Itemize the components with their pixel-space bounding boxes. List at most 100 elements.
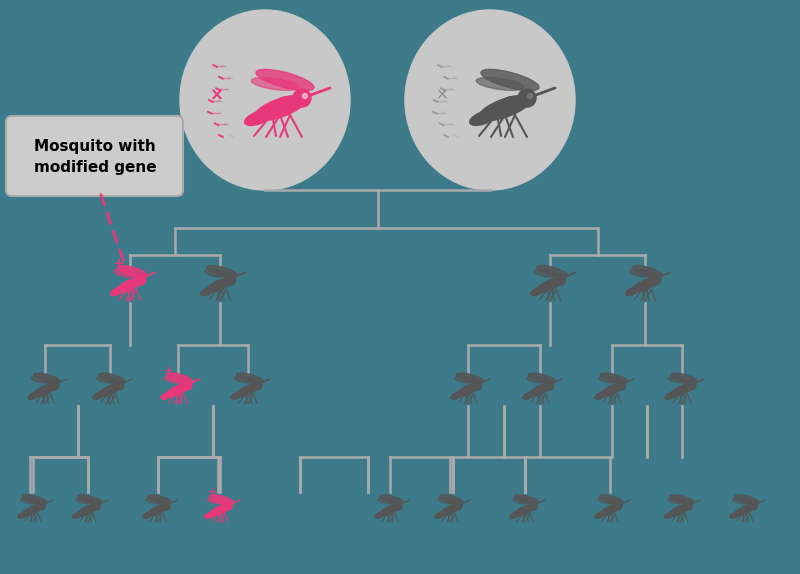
Ellipse shape	[451, 392, 463, 399]
Ellipse shape	[166, 383, 190, 397]
Ellipse shape	[530, 287, 544, 296]
Ellipse shape	[595, 392, 607, 399]
Ellipse shape	[528, 383, 552, 397]
Ellipse shape	[514, 495, 538, 504]
Ellipse shape	[210, 495, 234, 504]
Circle shape	[37, 502, 46, 510]
Ellipse shape	[514, 504, 535, 516]
Ellipse shape	[180, 10, 350, 190]
Ellipse shape	[595, 511, 606, 518]
Ellipse shape	[76, 498, 94, 504]
Ellipse shape	[237, 373, 263, 383]
Ellipse shape	[146, 498, 164, 504]
Ellipse shape	[375, 511, 386, 518]
Ellipse shape	[626, 287, 639, 296]
Circle shape	[617, 381, 626, 390]
Ellipse shape	[206, 277, 234, 293]
Ellipse shape	[733, 498, 750, 504]
Ellipse shape	[251, 77, 298, 90]
Text: Mosquito with
modified gene: Mosquito with modified gene	[34, 139, 156, 175]
Ellipse shape	[78, 504, 98, 516]
Circle shape	[135, 274, 146, 285]
Ellipse shape	[205, 511, 215, 518]
Ellipse shape	[208, 498, 226, 504]
Ellipse shape	[513, 498, 530, 504]
Ellipse shape	[600, 495, 623, 504]
Ellipse shape	[148, 495, 171, 504]
Ellipse shape	[117, 266, 147, 277]
Circle shape	[454, 502, 462, 510]
Ellipse shape	[435, 511, 446, 518]
Ellipse shape	[670, 495, 694, 504]
Ellipse shape	[201, 287, 214, 296]
Ellipse shape	[378, 498, 396, 504]
Ellipse shape	[500, 96, 520, 111]
Ellipse shape	[537, 277, 563, 293]
Ellipse shape	[254, 95, 306, 121]
Ellipse shape	[31, 377, 51, 383]
Ellipse shape	[205, 270, 227, 277]
Ellipse shape	[734, 504, 755, 516]
Circle shape	[545, 381, 554, 390]
Ellipse shape	[245, 111, 271, 125]
Ellipse shape	[147, 504, 169, 516]
Text: ×: ×	[210, 86, 224, 104]
Ellipse shape	[96, 377, 116, 383]
Ellipse shape	[470, 111, 496, 125]
Ellipse shape	[73, 511, 83, 518]
Text: ×: ×	[436, 87, 448, 103]
Ellipse shape	[161, 392, 173, 399]
Circle shape	[92, 502, 100, 510]
Ellipse shape	[275, 96, 294, 111]
Ellipse shape	[631, 277, 658, 293]
Circle shape	[226, 274, 236, 285]
Ellipse shape	[523, 392, 535, 399]
Text: +: +	[208, 487, 217, 497]
Ellipse shape	[670, 373, 698, 383]
Ellipse shape	[632, 266, 662, 277]
Ellipse shape	[34, 373, 60, 383]
Text: +: +	[114, 257, 125, 270]
Circle shape	[182, 381, 192, 390]
Ellipse shape	[734, 495, 758, 504]
Ellipse shape	[439, 504, 461, 516]
Circle shape	[529, 502, 538, 510]
Ellipse shape	[600, 383, 624, 397]
Circle shape	[473, 381, 482, 390]
Ellipse shape	[670, 504, 690, 516]
Ellipse shape	[380, 495, 403, 504]
Ellipse shape	[665, 511, 675, 518]
Ellipse shape	[598, 377, 618, 383]
Circle shape	[114, 381, 124, 390]
Ellipse shape	[207, 266, 238, 277]
Ellipse shape	[438, 498, 456, 504]
Ellipse shape	[114, 270, 137, 277]
Ellipse shape	[730, 511, 741, 518]
FancyBboxPatch shape	[6, 116, 183, 196]
Circle shape	[224, 502, 232, 510]
Ellipse shape	[670, 383, 694, 397]
Ellipse shape	[166, 373, 194, 383]
Circle shape	[686, 381, 696, 390]
Circle shape	[253, 381, 262, 390]
Circle shape	[293, 89, 311, 107]
Ellipse shape	[481, 69, 539, 91]
Ellipse shape	[456, 383, 480, 397]
Ellipse shape	[18, 511, 29, 518]
Ellipse shape	[510, 511, 521, 518]
Ellipse shape	[529, 373, 555, 383]
Ellipse shape	[534, 270, 557, 277]
Ellipse shape	[668, 498, 686, 504]
Circle shape	[749, 502, 758, 510]
Ellipse shape	[231, 392, 243, 399]
Circle shape	[518, 89, 536, 107]
Ellipse shape	[78, 495, 102, 504]
Ellipse shape	[537, 266, 567, 277]
Ellipse shape	[405, 10, 575, 190]
Ellipse shape	[479, 95, 531, 121]
Ellipse shape	[22, 495, 46, 504]
Ellipse shape	[210, 504, 230, 516]
Ellipse shape	[665, 392, 677, 399]
Ellipse shape	[28, 392, 40, 399]
Ellipse shape	[22, 504, 43, 516]
